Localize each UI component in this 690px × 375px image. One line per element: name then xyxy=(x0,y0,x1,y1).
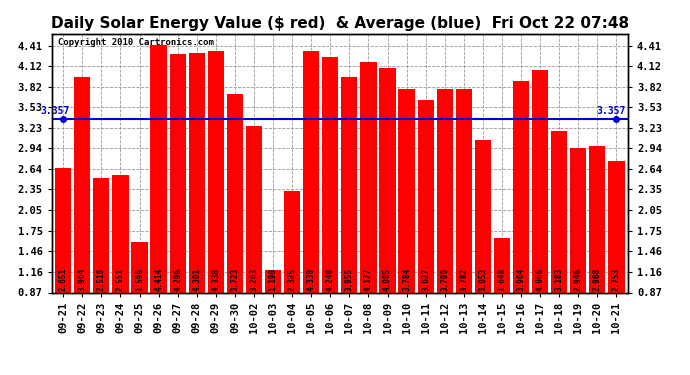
Bar xyxy=(131,242,148,292)
Text: 4.301: 4.301 xyxy=(193,268,201,291)
Text: 3.357: 3.357 xyxy=(597,106,626,116)
Text: 1.190: 1.190 xyxy=(268,268,277,291)
Text: 4.066: 4.066 xyxy=(535,268,544,291)
Text: 4.338: 4.338 xyxy=(211,268,220,291)
Text: 3.053: 3.053 xyxy=(478,268,487,291)
Text: 1.596: 1.596 xyxy=(135,268,144,291)
Text: 4.296: 4.296 xyxy=(173,268,182,291)
Text: 3.964: 3.964 xyxy=(78,268,87,291)
Text: 4.085: 4.085 xyxy=(383,268,392,291)
Text: 3.723: 3.723 xyxy=(230,268,239,291)
Bar xyxy=(322,57,338,292)
Bar xyxy=(589,146,606,292)
Bar xyxy=(513,81,529,292)
Bar xyxy=(93,178,110,292)
Text: 1.648: 1.648 xyxy=(497,268,506,291)
Bar xyxy=(475,140,491,292)
Bar xyxy=(55,168,71,292)
Text: 3.784: 3.784 xyxy=(402,268,411,291)
Text: 3.782: 3.782 xyxy=(460,268,469,291)
Text: 2.551: 2.551 xyxy=(116,268,125,291)
Bar xyxy=(360,62,377,292)
Text: 2.753: 2.753 xyxy=(612,268,621,291)
Bar xyxy=(227,93,243,292)
Text: Copyright 2010 Cartronics.com: Copyright 2010 Cartronics.com xyxy=(57,38,213,46)
Text: 3.183: 3.183 xyxy=(555,268,564,291)
Bar xyxy=(551,131,567,292)
Bar xyxy=(494,238,510,292)
Text: 3.904: 3.904 xyxy=(517,268,526,291)
Text: 3.357: 3.357 xyxy=(40,106,70,116)
Text: 4.240: 4.240 xyxy=(326,268,335,291)
Text: 2.946: 2.946 xyxy=(574,268,583,291)
Text: 4.330: 4.330 xyxy=(307,268,316,291)
Bar xyxy=(532,70,549,292)
Bar xyxy=(170,54,186,292)
Bar xyxy=(246,126,262,292)
Title: Daily Solar Energy Value ($ red)  & Average (blue)  Fri Oct 22 07:48: Daily Solar Energy Value ($ red) & Avera… xyxy=(51,16,629,31)
Text: 4.177: 4.177 xyxy=(364,268,373,291)
Bar xyxy=(74,77,90,292)
Text: 2.325: 2.325 xyxy=(288,268,297,291)
Bar xyxy=(284,191,300,292)
Bar xyxy=(342,77,357,292)
Bar xyxy=(265,270,281,292)
Bar xyxy=(380,68,395,292)
Text: 2.968: 2.968 xyxy=(593,268,602,291)
Bar xyxy=(609,161,624,292)
Bar xyxy=(570,148,586,292)
Bar xyxy=(417,100,434,292)
Bar xyxy=(303,51,319,292)
Bar xyxy=(455,89,472,292)
Text: 2.651: 2.651 xyxy=(59,268,68,291)
Text: 3.263: 3.263 xyxy=(250,268,259,291)
Text: 3.790: 3.790 xyxy=(440,268,449,291)
Text: 3.627: 3.627 xyxy=(421,268,430,291)
Bar xyxy=(112,175,128,292)
Text: 4.414: 4.414 xyxy=(154,268,163,291)
Text: 2.516: 2.516 xyxy=(97,268,106,291)
Bar xyxy=(188,53,205,292)
Bar xyxy=(399,89,415,292)
Bar xyxy=(208,51,224,292)
Bar xyxy=(150,45,167,292)
Text: 3.955: 3.955 xyxy=(345,268,354,291)
Bar xyxy=(437,89,453,292)
